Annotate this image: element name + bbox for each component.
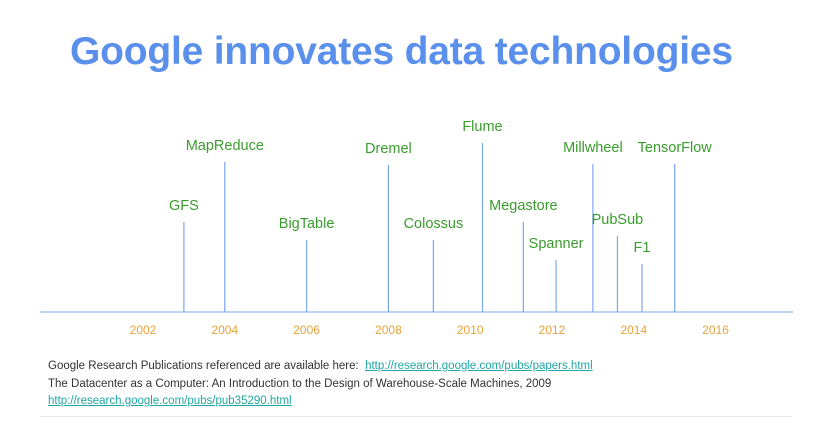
year-label-2010: 2010 — [457, 323, 484, 337]
footnote-line-1-text: Google Research Publications referenced … — [48, 360, 359, 372]
event-label-dremel: Dremel — [365, 141, 412, 157]
footnote-line-1: Google Research Publications referenced … — [48, 358, 593, 376]
datacenter-book-link[interactable]: http://research.google.com/pubs/pub35290… — [48, 395, 292, 407]
event-label-gfs: GFS — [169, 198, 199, 214]
papers-link[interactable]: http://research.google.com/pubs/papers.h… — [365, 360, 593, 372]
event-label-colossus: Colossus — [404, 216, 464, 232]
event-stems — [183, 143, 676, 312]
page-title: Google innovates data technologies — [70, 30, 733, 73]
event-label-f1: F1 — [634, 240, 651, 256]
year-label-2016: 2016 — [702, 323, 729, 337]
year-label-2014: 2014 — [620, 323, 647, 337]
bottom-divider — [40, 416, 792, 417]
event-label-millwheel: Millwheel — [563, 140, 623, 156]
footnotes: Google Research Publications referenced … — [48, 358, 593, 411]
year-label-2006: 2006 — [293, 323, 320, 337]
event-label-bigtable: BigTable — [279, 216, 335, 232]
year-label-2002: 2002 — [130, 323, 157, 337]
year-label-2012: 2012 — [539, 323, 566, 337]
event-label-tensorflow: TensorFlow — [638, 140, 713, 156]
year-label-2004: 2004 — [211, 323, 238, 337]
event-label-mapreduce: MapReduce — [186, 138, 264, 154]
event-label-flume: Flume — [462, 119, 502, 135]
year-labels: 2002 2004 2006 2008 2010 2012 2014 2016 — [130, 323, 730, 337]
event-label-pubsub: PubSub — [592, 212, 644, 228]
footnote-line-2: The Datacenter as a Computer: An Introdu… — [48, 377, 552, 390]
event-label-spanner: Spanner — [529, 236, 584, 252]
event-label-megastore: Megastore — [489, 198, 558, 214]
event-labels: GFS MapReduce BigTable Dremel Colossus Flume M… — [169, 119, 712, 256]
footnote-line-3: http://research.google.com/pubs/pub35290… — [48, 393, 593, 411]
year-label-2008: 2008 — [375, 323, 402, 337]
timeline-chart: GFS MapReduce BigTable Dremel Colossus Flume M… — [40, 119, 793, 337]
